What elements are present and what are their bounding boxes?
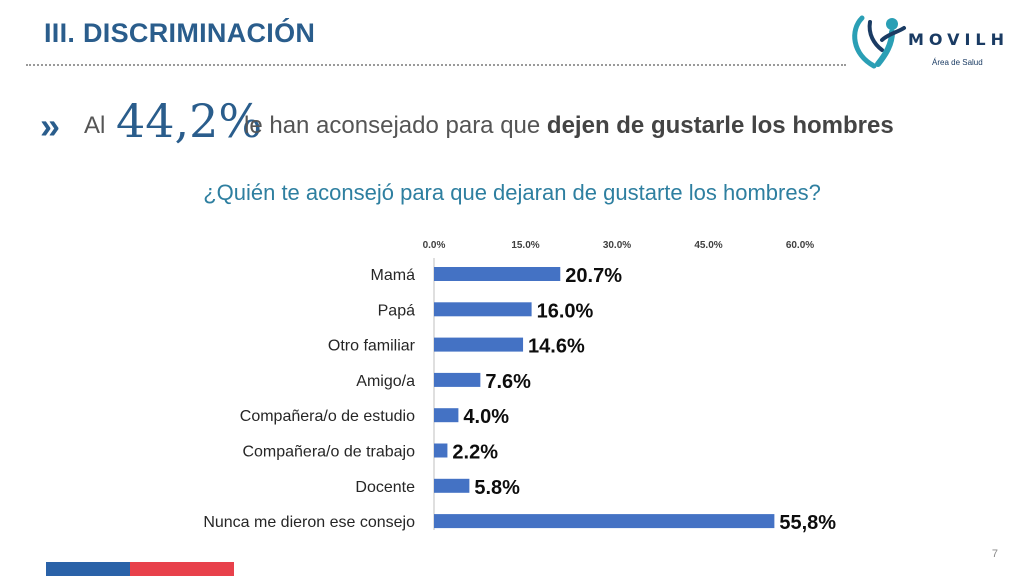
bar <box>434 443 448 458</box>
category-label: Docente <box>355 479 415 496</box>
headline-text: le han aconsejado para que dejen de gust… <box>244 112 894 140</box>
category-label: Papá <box>378 302 415 319</box>
bar <box>434 337 524 352</box>
brand-subtitle: Área de Salud <box>932 58 983 67</box>
footer-bar-blue <box>46 562 130 576</box>
x-tick-label: 0.0% <box>423 240 446 251</box>
page-number: 7 <box>991 548 998 560</box>
category-label: Compañera/o de trabajo <box>242 444 415 461</box>
category-label: Amigo/a <box>356 373 415 390</box>
chart-title: ¿Quién te aconsejó para que dejaran de g… <box>203 180 821 205</box>
x-tick-label: 45.0% <box>694 240 722 251</box>
data-label: 14.6% <box>528 336 585 358</box>
bar <box>434 302 532 317</box>
section-title: III. DISCRIMINACIÓN <box>44 18 316 48</box>
headline-middle: le han aconsejado para que <box>244 112 541 139</box>
movilh-figure-icon <box>852 15 906 69</box>
headline: » Al 44,2% le han aconsejado para que de… <box>40 94 1000 156</box>
footer-bar-red <box>130 562 234 576</box>
category-label: Otro familiar <box>328 338 416 355</box>
bar <box>434 408 459 423</box>
data-label: 20.7% <box>565 265 622 287</box>
category-label: Compañera/o de estudio <box>240 408 415 425</box>
headline-bold: dejen de gustarle los hombres <box>546 112 894 139</box>
headline-percent: 44,2% <box>116 94 263 148</box>
x-tick-label: 30.0% <box>603 240 631 251</box>
movilh-logo: MOVILH Área de Salud <box>848 10 1018 72</box>
bar <box>434 514 775 529</box>
category-label: Mamá <box>371 267 416 284</box>
x-tick-label: 60.0% <box>786 240 814 251</box>
bar <box>434 267 561 281</box>
brand-name: MOVILH <box>908 30 1010 49</box>
bar <box>434 478 470 493</box>
data-label: 5.8% <box>474 477 520 499</box>
x-tick-label: 15.0% <box>511 240 539 251</box>
data-label: 55,8% <box>779 512 836 534</box>
data-label: 7.6% <box>485 371 531 393</box>
double-chevron-icon: » <box>40 105 61 146</box>
data-label: 16.0% <box>537 300 594 322</box>
bar <box>434 372 481 387</box>
category-label: Nunca me dieron ese consejo <box>203 514 415 531</box>
data-label: 4.0% <box>463 406 509 428</box>
title-divider <box>26 64 846 66</box>
bar-chart: 0.0% 15.0% 30.0% 45.0% 60.0% Mamá 20.7% Papá 16.… <box>203 240 836 534</box>
headline-prefix: Al <box>84 112 106 139</box>
data-label: 2.2% <box>452 442 498 464</box>
